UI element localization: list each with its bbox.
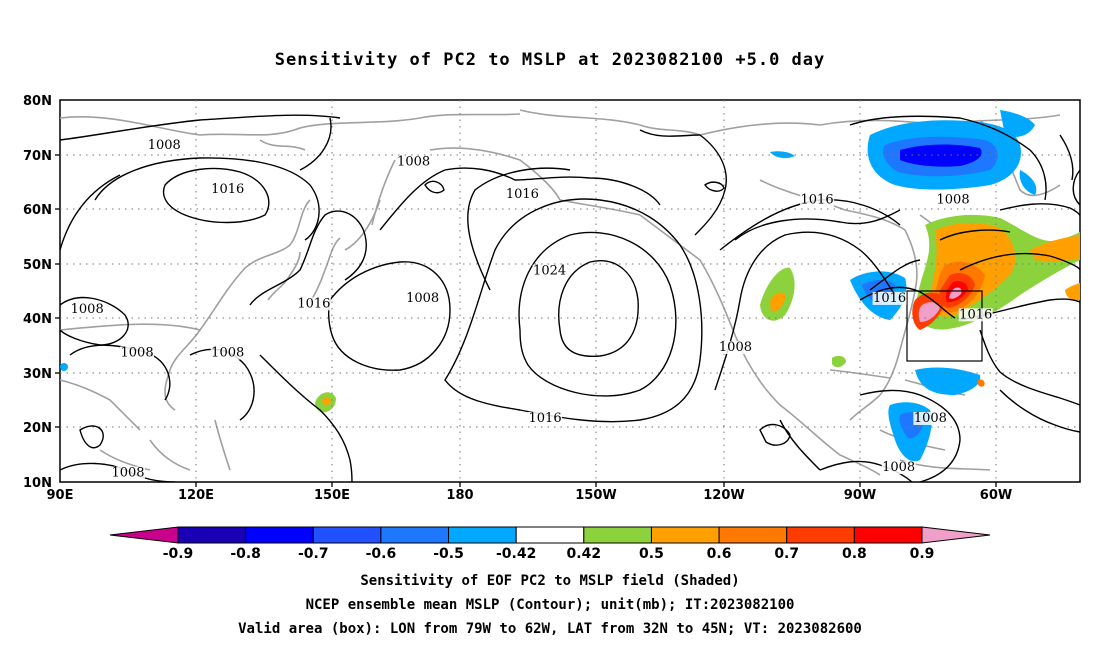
colorbar-swatch (515, 526, 585, 544)
colorbar-tick-label: 0.9 (910, 546, 935, 562)
contour-label: 1016 (873, 291, 906, 306)
contour-label: 1008 (406, 291, 439, 306)
lon-label: 90E (47, 488, 74, 503)
contour-label: 1008 (211, 345, 244, 360)
colorbar-swatch (786, 526, 855, 544)
colorbar-swatch (312, 526, 382, 544)
colorbar-swatch (177, 526, 247, 544)
colorbar (109, 526, 991, 544)
colorbar-tick-label: 0.6 (707, 546, 732, 562)
lon-label: 180 (446, 488, 473, 503)
lon-label: 120E (178, 488, 214, 503)
contour-label: 1016 (529, 411, 562, 426)
colorbar-tick-label: 0.42 (567, 546, 602, 562)
lat-label: 40N (23, 312, 52, 327)
colorbar-swatch (380, 526, 450, 544)
contour-label: 1024 (533, 264, 566, 279)
colorbar-swatch (583, 526, 652, 544)
colorbar-high-triangle (921, 526, 991, 544)
graticule (60, 100, 1080, 482)
contour-label-bg (70, 302, 105, 316)
caption-line-1: Sensitivity of EOF PC2 to MSLP field (Sh… (360, 573, 740, 589)
contour-label: 1016 (297, 296, 330, 311)
contour-label: 1008 (111, 466, 144, 481)
lat-label: 50N (23, 258, 52, 273)
lat-label: 60N (23, 203, 52, 218)
contour-label-bg (800, 193, 835, 207)
contour-label: 1008 (121, 345, 154, 360)
contour-label: 1016 (801, 193, 834, 208)
contour-label: 1008 (71, 302, 104, 317)
colorbar-low-triangle (109, 526, 179, 544)
caption-line-3: Valid area (box): LON from 79W to 62W, L… (238, 621, 862, 637)
colorbar-tick-label: -0.6 (366, 546, 397, 562)
map-content: 1008 1016 1008 1016 1024 1008 1016 1008 1008 1008… (60, 100, 1080, 482)
contour-label-bg (120, 346, 155, 360)
contour-label: 1008 (397, 154, 430, 169)
longitude-axis: 90E 120E 150E 180 150W 120W 90W 60W (47, 488, 1013, 503)
contour-label-bg (528, 411, 563, 425)
lon-label: 150E (314, 488, 350, 503)
lon-label: 90W (844, 488, 876, 503)
contour-label-bg (405, 291, 440, 305)
contour-label-bg (718, 341, 753, 355)
contour-label: 1016 (211, 182, 244, 197)
colorbar-tick-label: -0.7 (298, 546, 329, 562)
valid-area-box (906, 290, 983, 362)
contour-label-bg (532, 264, 567, 278)
lat-label: 30N (23, 367, 52, 382)
colorbar-tick-label: 0.8 (842, 546, 867, 562)
contour-label-bg (881, 461, 916, 475)
colorbar-tick-label: 0.5 (639, 546, 664, 562)
contour-label: 1008 (937, 193, 970, 208)
colorbar-swatch (245, 526, 314, 544)
colorbar-swatch (650, 526, 720, 544)
contour-label: 1008 (882, 460, 915, 475)
sensitivity-shading (60, 110, 1080, 462)
contour-label-bg (913, 411, 948, 425)
contour-labels: 1008 1016 1008 1016 1024 1008 1016 1008 1008 1008… (70, 138, 993, 481)
contour-label-bg (210, 182, 245, 196)
contour-label: 1016 (959, 307, 992, 322)
colorbar-tick-label: -0.5 (433, 546, 464, 562)
lat-label: 80N (23, 94, 52, 109)
colorbar-swatch (448, 526, 517, 544)
contour-label-bg (210, 346, 245, 360)
contour-label-bg (396, 155, 431, 169)
contour-label: 1008 (148, 138, 181, 153)
colorbar-swatch (718, 526, 788, 544)
axis-ticks (55, 154, 997, 487)
lon-label: 150W (575, 488, 616, 503)
contour-label-bg (296, 297, 331, 311)
contour-label: 1008 (719, 340, 752, 355)
contour-label-bg (505, 188, 540, 202)
colorbar-tick-label: -0.9 (163, 546, 194, 562)
lon-label: 60W (980, 488, 1012, 503)
lat-label: 20N (23, 421, 52, 436)
colorbar-tick-label: 0.7 (774, 546, 799, 562)
contour-label-bg (958, 308, 993, 322)
lon-label: 120W (703, 488, 744, 503)
contour-label: 1016 (506, 187, 539, 202)
colorbar-labels: -0.9 -0.8 -0.7 -0.6 -0.5 -0.42 0.42 0.5 0.6 0.7 0.… (163, 546, 935, 562)
colorbar-tick-label: -0.42 (496, 546, 536, 562)
lat-label: 70N (23, 149, 52, 164)
lat-label: 10N (23, 476, 52, 491)
contour-label-bg (147, 139, 182, 153)
colorbar-tick-label: -0.8 (230, 546, 261, 562)
contour-label: 1008 (914, 411, 947, 426)
contour-label-bg (872, 291, 907, 305)
chart-title: Sensitivity of PC2 to MSLP at 2023082100… (274, 50, 826, 70)
contour-label-bg (936, 193, 971, 207)
latitude-axis: 80N 70N 60N 50N 40N 30N 20N 10N (23, 94, 52, 491)
contour-label-bg (111, 466, 145, 480)
caption-line-2: NCEP ensemble mean MSLP (Contour); unit(… (305, 597, 795, 613)
colorbar-swatch (853, 526, 923, 544)
